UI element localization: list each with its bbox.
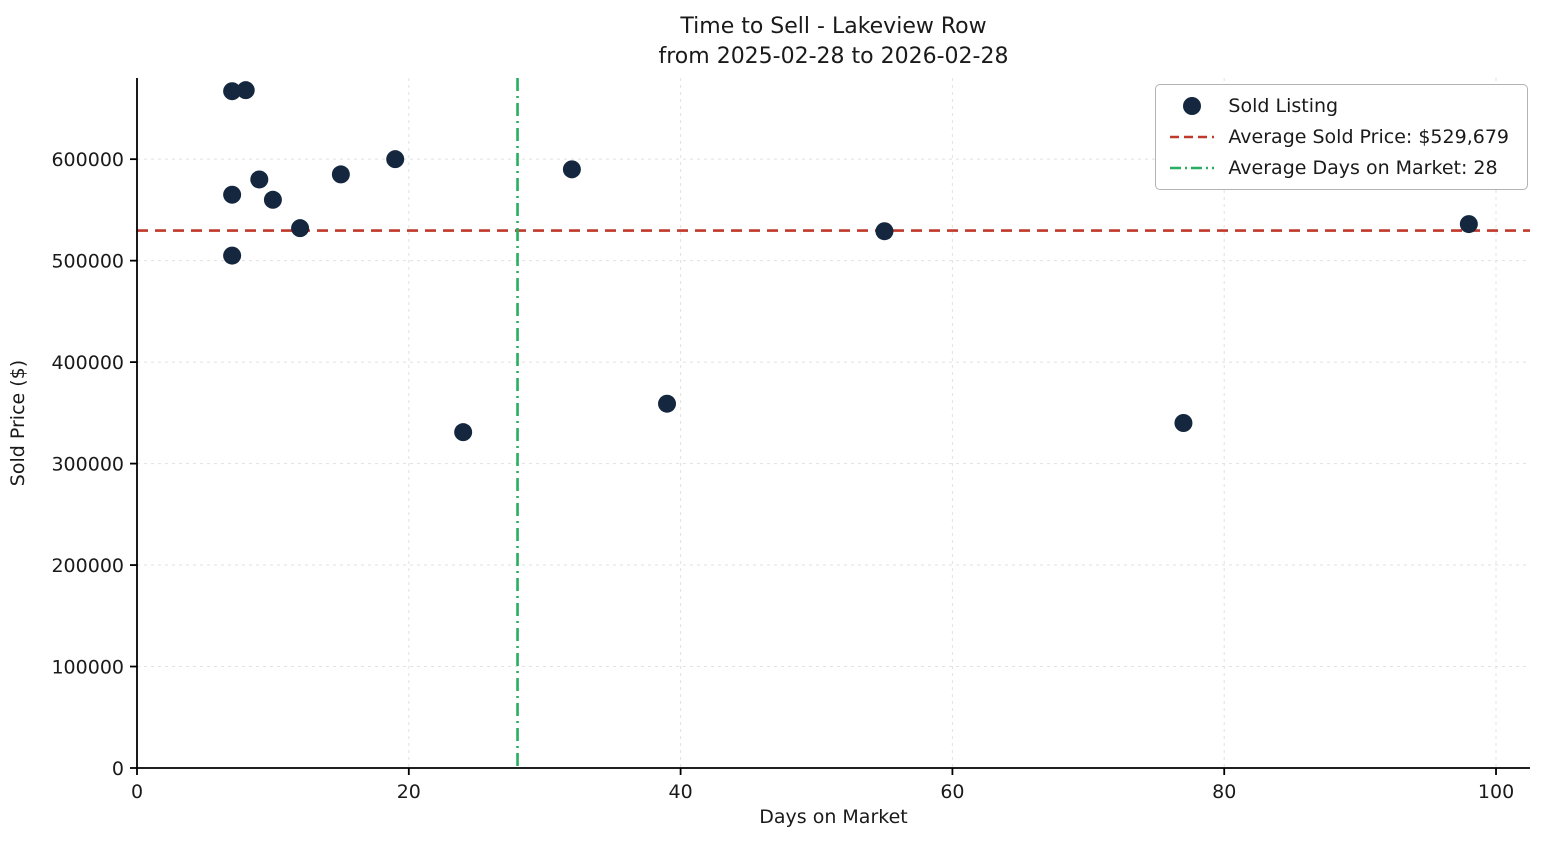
legend: Sold Listing Average Sold Price: $529,67…	[1155, 84, 1528, 190]
sold-listing-point	[331, 165, 350, 184]
sold-listing-point	[223, 246, 242, 265]
legend-item-average-sold-price: Average Sold Price: $529,679	[1170, 126, 1509, 148]
sold-listing-point	[454, 423, 473, 442]
y-axis-label: Sold Price ($)	[7, 359, 29, 487]
x-axis-label: Days on Market	[759, 806, 908, 828]
y-tick-label: 400000	[51, 352, 124, 374]
sold-listing-point	[291, 219, 310, 238]
chart-title-block: Time to Sell - Lakeview Row from 2025-02…	[137, 12, 1530, 71]
x-tick-label: 20	[397, 781, 421, 803]
x-tick-label: 100	[1478, 781, 1514, 803]
y-tick-label: 0	[112, 758, 124, 780]
dashed-line-icon	[1170, 134, 1215, 140]
legend-item-average-days-on-market: Average Days on Market: 28	[1170, 157, 1509, 179]
sold-listing-point	[658, 394, 677, 413]
chart-subtitle: from 2025-02-28 to 2026-02-28	[658, 43, 1009, 69]
sold-listing-point	[236, 81, 255, 100]
legend-label: Average Days on Market: 28	[1228, 157, 1498, 179]
x-tick-label: 60	[940, 781, 964, 803]
sold-listing-point	[223, 185, 242, 204]
sold-listing-point	[1459, 215, 1478, 234]
x-tick-label: 80	[1212, 781, 1236, 803]
legend-label: Average Sold Price: $529,679	[1228, 126, 1509, 148]
y-tick-label: 100000	[51, 657, 124, 679]
x-tick-label: 0	[131, 781, 143, 803]
y-tick-label: 600000	[51, 149, 124, 171]
y-tick-label: 200000	[51, 555, 124, 577]
y-tick-label: 500000	[51, 251, 124, 273]
sold-listing-point	[562, 160, 581, 179]
sold-listing-point	[263, 190, 282, 209]
dot-marker-icon	[1170, 97, 1214, 115]
dashdot-line-icon	[1170, 165, 1215, 171]
sold-listing-point	[386, 150, 405, 169]
sold-listing-point	[1174, 414, 1193, 432]
sold-listing-point	[250, 170, 269, 189]
sold-listing-point	[223, 82, 242, 101]
legend-item-sold-listing: Sold Listing	[1170, 95, 1509, 117]
sold-listing-point	[875, 222, 894, 241]
chart-title: Time to Sell - Lakeview Row	[680, 14, 987, 39]
x-tick-label: 40	[669, 781, 693, 803]
y-tick-label: 300000	[51, 454, 124, 476]
legend-label: Sold Listing	[1228, 95, 1339, 117]
